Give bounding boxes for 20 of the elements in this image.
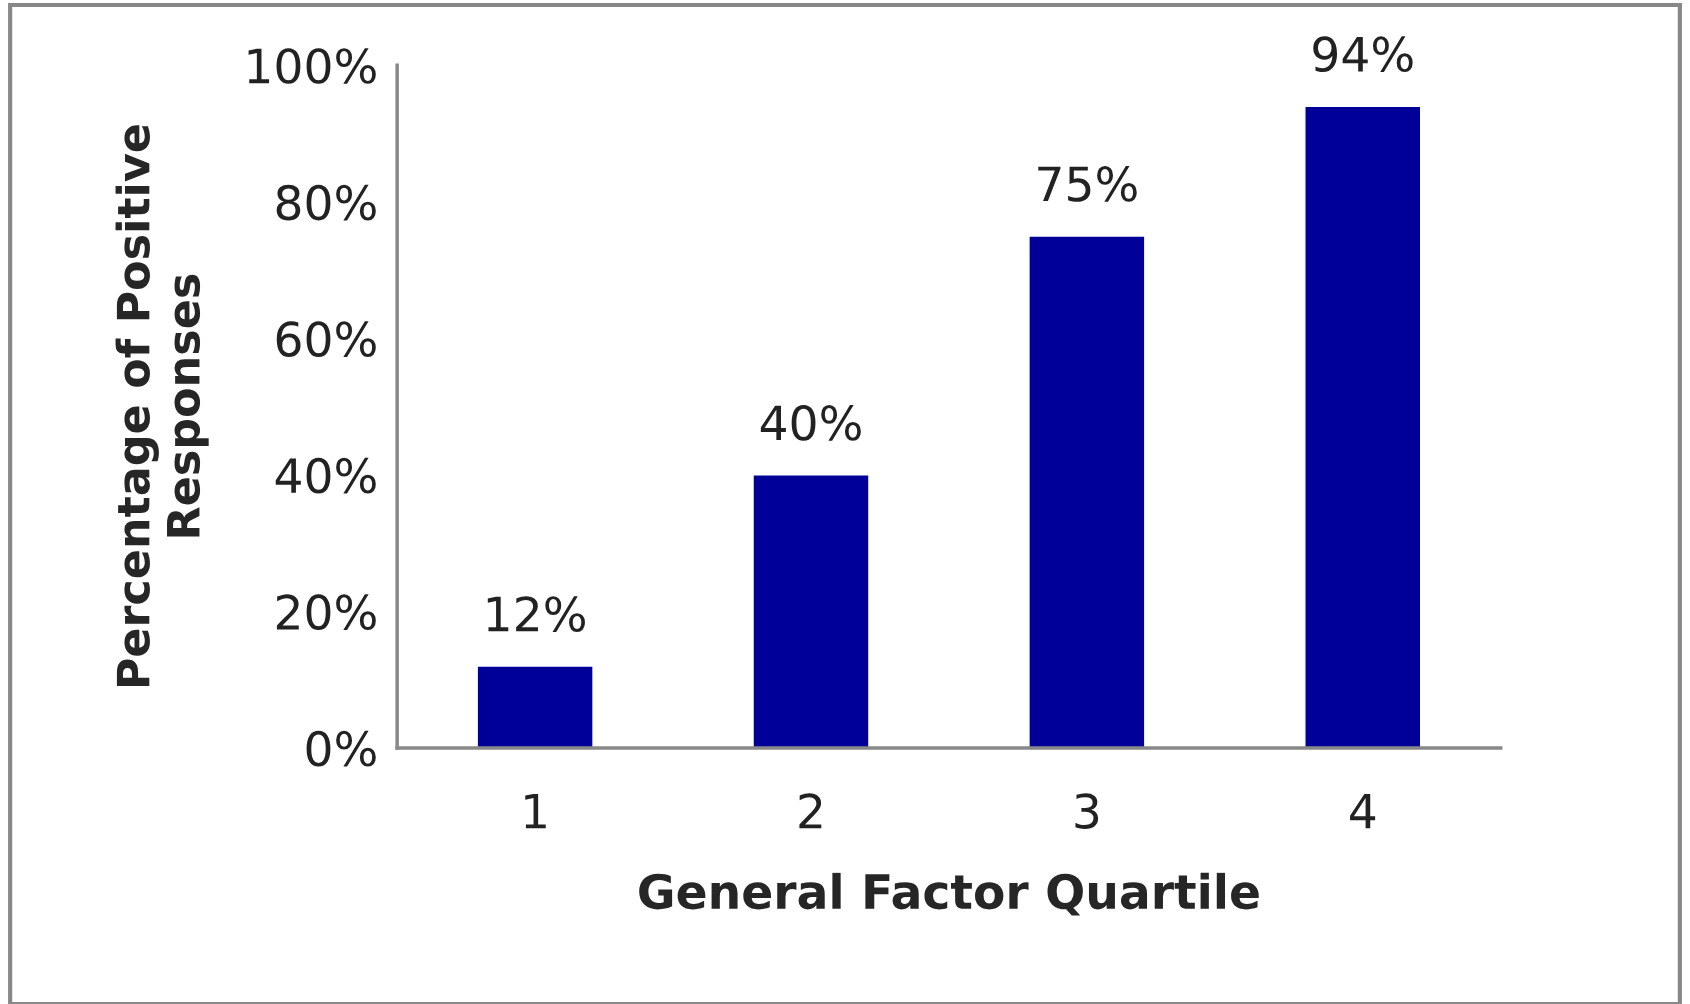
y-tick-label: 20% — [276, 594, 376, 631]
x-tick-label: 2 — [799, 793, 822, 829]
x-tick-label: 3 — [1075, 793, 1099, 829]
y-axis-title: Percentage of Positive Responses — [115, 125, 209, 687]
bar — [1304, 105, 1422, 748]
x-tick-label: 1 — [525, 793, 546, 829]
data-label: 75% — [1038, 166, 1137, 202]
data-label: 94% — [1313, 36, 1413, 73]
bar — [752, 474, 870, 748]
x-axis-title: General Factor Quartile — [639, 872, 1259, 916]
y-tick-label: 100% — [248, 48, 376, 84]
y-tick-label: 40% — [275, 457, 376, 494]
data-label: 40% — [760, 405, 861, 441]
x-tick-label: 4 — [1350, 793, 1376, 829]
bar — [476, 665, 594, 748]
y-tick-label: 0% — [306, 730, 376, 767]
bar — [1028, 235, 1146, 748]
y-tick-label: 80% — [276, 184, 376, 221]
data-label: 12% — [487, 596, 585, 632]
y-tick-label: 60% — [276, 321, 376, 357]
